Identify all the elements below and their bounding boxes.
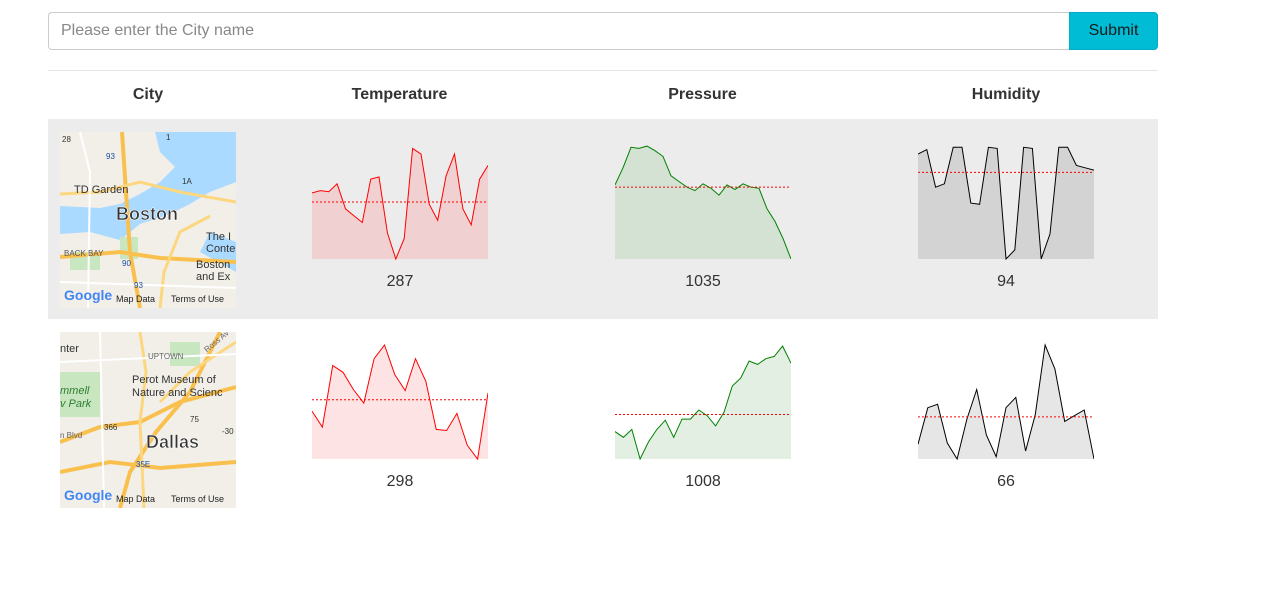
terms-of-use-link[interactable]: Terms of Use — [171, 494, 224, 504]
city-search-input[interactable] — [48, 12, 1069, 50]
terms-of-use-link[interactable]: Terms of Use — [171, 294, 224, 304]
map-label-route: 90 — [122, 259, 131, 268]
sparkline-area — [312, 148, 488, 259]
map-label-place: Conte — [206, 243, 235, 255]
humidity-value: 94 — [997, 273, 1015, 290]
map-label-place: The I — [206, 231, 231, 243]
pressure-value: 1035 — [685, 273, 721, 290]
map-label-route: 1A — [182, 177, 192, 186]
temperature-sparkline — [312, 147, 488, 261]
map-label-place: n Blvd — [60, 431, 82, 440]
map-label-place: Boston — [196, 259, 230, 271]
map-label-route: 93 — [106, 152, 115, 161]
table-row: TD Garden BACK BAY The I Conte Boston an… — [48, 119, 1158, 319]
temperature-sparkline — [312, 343, 488, 461]
pressure-value: 1008 — [685, 473, 721, 490]
map-label-route: 75 — [190, 415, 199, 424]
map-label-place: nter — [60, 343, 79, 355]
sparkline-line — [615, 145, 791, 260]
humidity-value: 66 — [997, 473, 1015, 490]
map-city-label: Dallas — [146, 432, 199, 452]
map-label-place: UPTOWN — [148, 352, 184, 361]
city-map[interactable]: nter UPTOWN Perot Museum of Nature and S… — [60, 332, 236, 508]
google-logo: Google — [64, 287, 112, 303]
pressure-sparkline — [615, 345, 791, 461]
header-humidity: Humidity — [971, 86, 1041, 103]
map-label-route: 35E — [136, 460, 150, 469]
search-form: Submit — [48, 12, 1158, 50]
map-label-place: Perot Museum of — [132, 374, 217, 386]
map-label-place: v Park — [60, 398, 92, 410]
map-label-route: 1 — [166, 133, 171, 142]
map-graphic: nter UPTOWN Perot Museum of Nature and S… — [60, 332, 236, 508]
map-label-route: 366 — [104, 423, 118, 432]
map-data-link[interactable]: Map Data — [116, 494, 155, 504]
map-label-place: TD Garden — [74, 184, 128, 196]
humidity-sparkline — [918, 146, 1094, 261]
pressure-sparkline — [615, 145, 791, 260]
table-top-border — [48, 70, 1158, 71]
weather-table: City Temperature Pressure Humidity TD Ga… — [48, 71, 1158, 519]
sparkline-area — [918, 147, 1094, 259]
table-row: nter UPTOWN Perot Museum of Nature and S… — [48, 319, 1158, 519]
header-pressure: Pressure — [668, 86, 737, 103]
sparkline-area — [312, 345, 488, 459]
sparkline-area — [615, 346, 791, 459]
sparkline-line — [615, 345, 791, 461]
table-header: City Temperature Pressure Humidity — [48, 71, 1158, 119]
submit-button[interactable]: Submit — [1069, 12, 1158, 50]
humidity-sparkline — [918, 343, 1094, 461]
sparkline-line — [312, 147, 488, 261]
map-label-place: mmell — [60, 385, 90, 397]
map-label-place: BACK BAY — [64, 249, 104, 258]
header-temperature: Temperature — [351, 86, 448, 103]
google-logo: Google — [64, 487, 112, 503]
sparkline-line — [918, 146, 1094, 261]
city-map[interactable]: TD Garden BACK BAY The I Conte Boston an… — [60, 132, 236, 308]
sparkline-line — [918, 343, 1094, 461]
map-label-route: -30 — [222, 427, 234, 436]
temperature-value: 298 — [386, 473, 414, 490]
temperature-value: 287 — [386, 273, 414, 290]
map-city-label: Boston — [116, 204, 178, 224]
map-data-link[interactable]: Map Data — [116, 294, 155, 304]
header-city: City — [132, 86, 164, 103]
map-label-route: 93 — [134, 281, 143, 290]
map-label-place: and Ex — [196, 271, 231, 283]
map-graphic: TD Garden BACK BAY The I Conte Boston an… — [60, 132, 236, 308]
map-label-place: Nature and Scienc — [132, 387, 223, 399]
sparkline-area — [615, 146, 791, 259]
sparkline-line — [312, 343, 488, 461]
sparkline-area — [918, 345, 1094, 459]
map-label-route: 28 — [62, 135, 71, 144]
